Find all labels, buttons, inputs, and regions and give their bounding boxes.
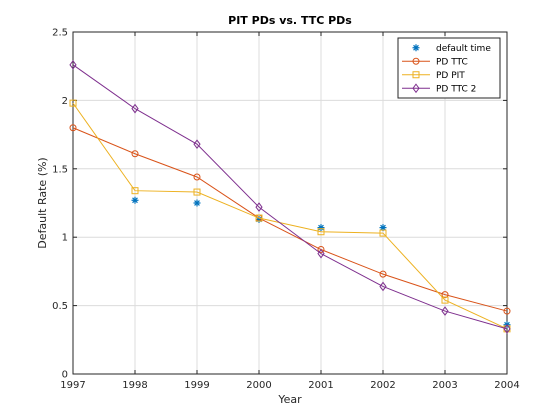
asterisk-stroke	[380, 224, 386, 231]
y-tick-label: 2	[62, 96, 68, 107]
y-tick-label: 2.5	[52, 28, 68, 39]
legend: default time PD TTC PD PIT PD TTC 2	[397, 37, 501, 99]
data-point	[441, 296, 449, 304]
series-pd-pit	[69, 99, 511, 333]
data-point	[255, 202, 263, 212]
axis-ticks: 1997 1998 1999 2000 2001 2002 2003 2004 0 0.5 1 1.5…	[52, 28, 520, 392]
asterisk-stroke	[413, 44, 419, 51]
data-point	[503, 324, 511, 334]
x-tick-label: 2003	[432, 380, 457, 391]
data-point	[131, 187, 139, 195]
series-line	[72, 127, 508, 312]
legend-entry: PD TTC 2	[402, 83, 476, 94]
legend-label: PD TTC	[436, 57, 468, 67]
series-line	[72, 102, 508, 330]
legend-marker	[412, 57, 420, 65]
data-point	[193, 173, 201, 181]
x-tick-label: 2000	[246, 380, 271, 391]
legend-label: PD TTC 2	[436, 84, 476, 94]
legend-entry: PD PIT	[402, 71, 465, 81]
series-group	[69, 59, 511, 334]
x-tick-label: 2001	[308, 380, 333, 391]
data-point	[255, 214, 263, 222]
data-point	[379, 229, 387, 237]
x-axis-label: Year	[277, 393, 302, 406]
data-point	[317, 228, 325, 236]
x-tick-label: 1998	[122, 380, 147, 391]
data-point	[441, 291, 449, 299]
asterisk-stroke	[318, 224, 324, 231]
y-tick-label: 1.5	[52, 164, 68, 175]
data-point	[317, 224, 325, 232]
series-line	[72, 64, 508, 330]
data-point	[69, 99, 77, 107]
data-point	[193, 199, 201, 207]
legend-label: default time	[436, 44, 491, 54]
x-tick-label: 2004	[494, 380, 519, 391]
chart-title: PIT PDs vs. TTC PDs	[228, 14, 352, 27]
data-point	[379, 281, 387, 292]
data-point	[193, 139, 201, 150]
series-pd-ttc-2	[69, 59, 511, 334]
x-tick-label: 2002	[370, 380, 395, 391]
data-point	[193, 188, 201, 196]
x-tick-label: 1999	[184, 380, 209, 391]
legend-label: PD PIT	[436, 71, 465, 81]
y-tick-label: 0	[62, 370, 68, 381]
data-point	[317, 246, 325, 254]
data-point	[69, 59, 77, 70]
y-tick-label: 1	[62, 233, 68, 244]
y-axis-label: Default Rate (%)	[36, 157, 49, 248]
data-point	[317, 248, 325, 259]
legend-entry: default time	[412, 44, 491, 54]
asterisk-stroke	[194, 200, 200, 206]
x-tick-label: 1997	[60, 380, 85, 391]
data-point	[131, 103, 139, 114]
data-point	[441, 306, 449, 316]
legend-entry: PD TTC	[402, 57, 468, 67]
series-pd-ttc	[69, 124, 511, 315]
data-point	[503, 307, 511, 315]
data-point	[131, 150, 139, 158]
legend-marker	[412, 83, 420, 94]
asterisk-stroke	[132, 197, 138, 204]
plot-area	[72, 31, 508, 375]
data-point	[131, 196, 139, 204]
legend-marker	[412, 71, 420, 79]
data-point	[379, 270, 387, 278]
data-point	[69, 124, 77, 132]
y-tick-label: 0.5	[52, 301, 68, 312]
legend-marker	[412, 44, 420, 52]
